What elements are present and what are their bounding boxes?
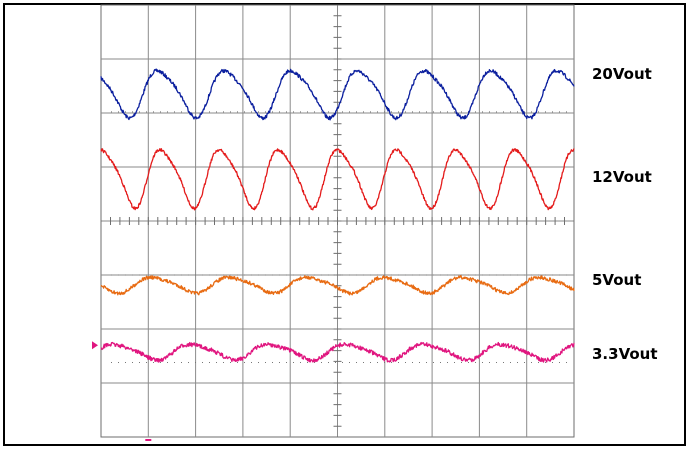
trace-20vout (100, 68, 575, 121)
label-12vout: 12Vout (592, 168, 652, 186)
trace-5vout (100, 275, 575, 296)
label-3-3vout: 3.3Vout (592, 345, 658, 363)
trace-12vout (100, 148, 575, 211)
label-20vout: 20Vout (592, 65, 652, 83)
traces (100, 68, 575, 363)
channel-markers (92, 341, 152, 441)
graticule (100, 4, 575, 438)
reference-levels (111, 111, 569, 363)
axis-ticks (100, 4, 575, 438)
channel-marker-3-3vout (92, 341, 98, 350)
trace-3-3vout (100, 341, 575, 363)
oscilloscope-frame (3, 3, 686, 446)
label-5vout: 5Vout (592, 271, 642, 289)
